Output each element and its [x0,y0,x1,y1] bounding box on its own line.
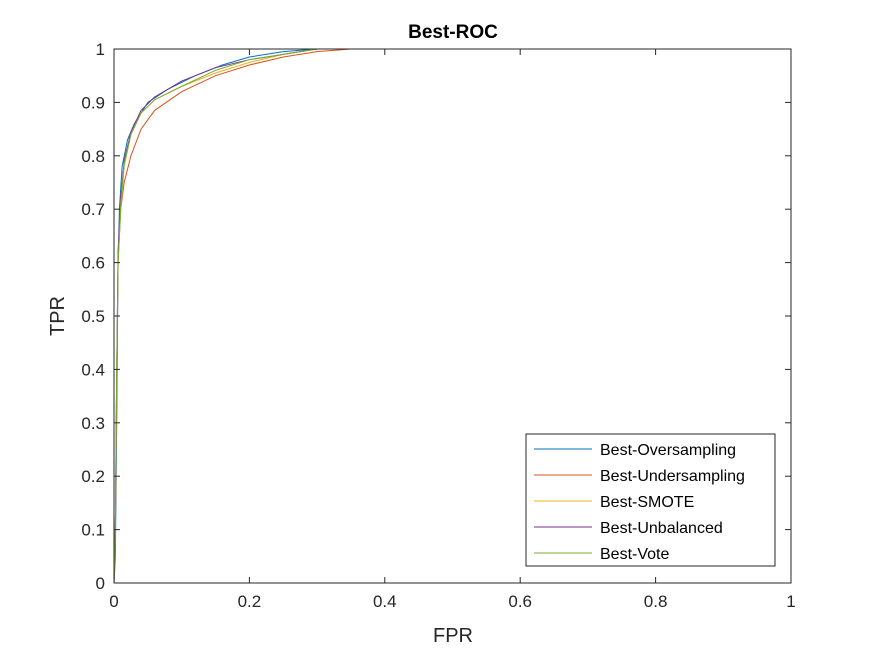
y-tick-label: 0.1 [81,521,105,540]
y-tick-label: 0.5 [81,307,105,326]
series-line-5 [113,48,791,584]
legend-label-5: Best-Vote [600,546,669,563]
x-tick-label: 0.2 [238,592,262,611]
y-tick-label: 0.2 [81,467,105,486]
chart-title: Best-ROC [408,22,498,43]
y-tick-label: 0.3 [81,414,105,433]
y-tick-label: 0 [96,574,105,593]
x-tick-label: 0.6 [508,592,532,611]
plot-area [113,48,791,584]
legend-box [525,433,776,567]
y-tick-label: 0.9 [81,93,105,112]
x-tick-label: 0.4 [373,592,397,611]
legend-label-2: Best-Undersampling [600,468,745,485]
legend-label-1: Best-Oversampling [600,442,736,459]
y-tick-label: 0.7 [81,200,105,219]
x-tick-label: 0 [109,592,118,611]
x-axis-label: FPR [433,625,473,647]
legend: Best-Oversampling Best-Undersampling Best-… [525,433,776,567]
y-tick-label: 0.6 [81,254,105,273]
y-tick-label: 0.8 [81,147,105,166]
y-axis-label: TPR [47,296,69,336]
x-tick-label: 0.8 [644,592,668,611]
x-tick-label: 1 [786,592,795,611]
axis-ticks: 0 0.2 0.4 0.6 0.8 1 0 0.1 0.2 0.3 0.4 0.5 0.6 0.7 0.8 0… [81,40,795,611]
legend-entries: Best-Oversampling Best-Undersampling Best-… [534,442,745,563]
y-tick-label: 1 [96,40,105,59]
legend-label-3: Best-SMOTE [600,494,694,511]
y-tick-label: 0.4 [81,360,105,379]
legend-label-4: Best-Unbalanced [600,520,723,537]
